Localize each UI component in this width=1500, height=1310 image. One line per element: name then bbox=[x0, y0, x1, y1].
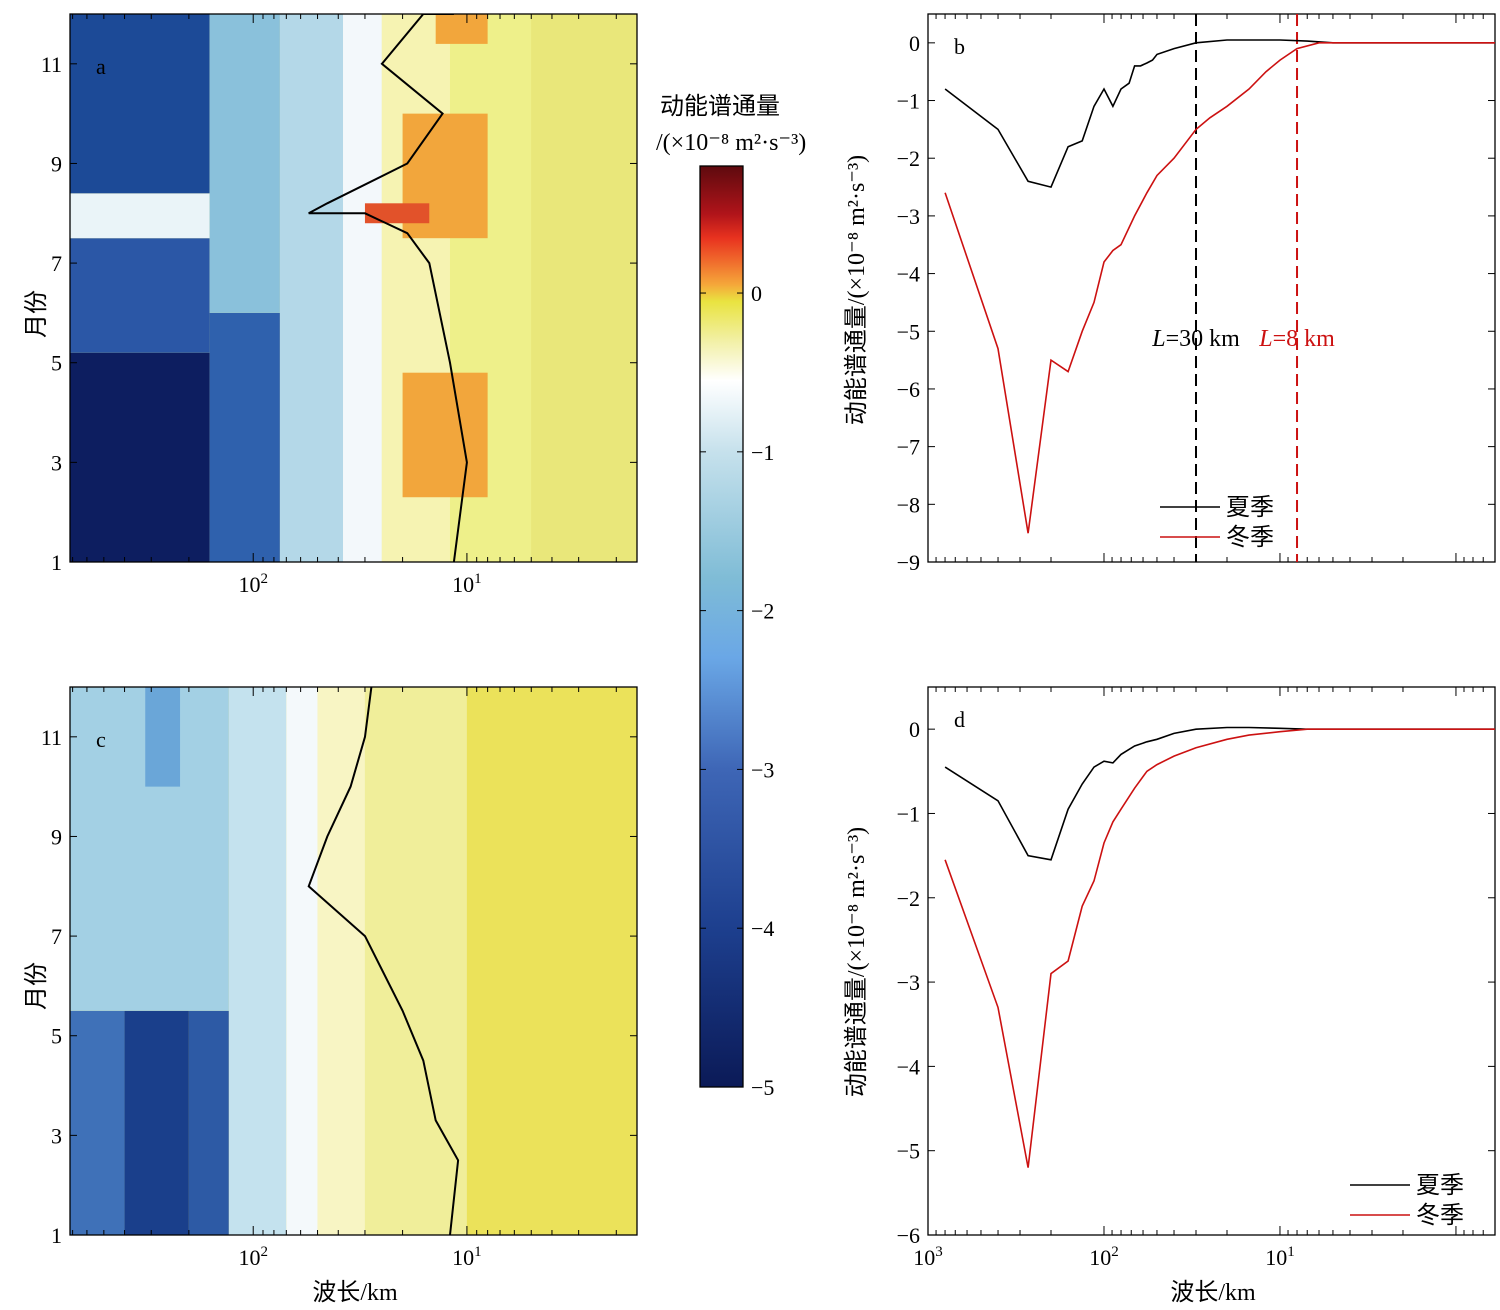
line-d-panel-label: d bbox=[954, 707, 965, 732]
heatmap-a-field bbox=[70, 14, 637, 562]
heatmap-c-frame bbox=[69, 686, 638, 1236]
heatmap-a-flux-cell bbox=[209, 14, 280, 313]
panel-b-ylabel: 动能谱通量/(×10⁻⁸ m²·s⁻³) bbox=[843, 155, 870, 425]
colorbar: 0 −1 −2 −3 −4 −5 bbox=[699, 165, 774, 1100]
line-d-y-tick-label: −6 bbox=[897, 1223, 920, 1248]
line-b-y-tick-label: 0 bbox=[909, 31, 920, 56]
heatmap-a-frame bbox=[69, 13, 638, 563]
heatmap-c-flux-cell bbox=[466, 687, 637, 1235]
heatmap-c-flux-cell bbox=[188, 1010, 229, 1235]
heatmap-c-y-tick-label: 11 bbox=[41, 725, 62, 750]
line-b-frame bbox=[927, 13, 1496, 563]
line-b-y-tick-label: −8 bbox=[897, 492, 920, 517]
colorbar-bar bbox=[699, 165, 744, 1088]
panel-d-ylabel: 动能谱通量/(×10⁻⁸ m²·s⁻³) bbox=[843, 827, 870, 1097]
heatmap-a-x-tick-label: 101 bbox=[452, 571, 482, 597]
line-b-reference-line-label: L=30 km bbox=[1151, 326, 1240, 352]
line-b-y-tick-label: −7 bbox=[897, 435, 920, 460]
line-d-x-tick-label: 102 bbox=[1089, 1244, 1119, 1270]
heatmap-c-flux-cell bbox=[145, 687, 181, 787]
heatmap-c-y-tick-label: 3 bbox=[51, 1123, 62, 1148]
heatmap-c-x-tick-label: 101 bbox=[452, 1244, 482, 1270]
heatmap-a-flux-cell bbox=[279, 14, 344, 562]
line-b-series-line bbox=[944, 39, 1495, 189]
heatmap-a-y-tick-label: 9 bbox=[51, 151, 62, 176]
line-d-legend-label: 冬季 bbox=[1416, 1202, 1464, 1229]
line-d-y-tick-label: −3 bbox=[897, 970, 920, 995]
heatmap-a-flux-cell bbox=[70, 193, 210, 239]
line-b-legend-label: 冬季 bbox=[1226, 524, 1274, 551]
colorbar-tick-label: −1 bbox=[751, 440, 774, 465]
line-b-y-tick-label: −1 bbox=[897, 89, 920, 114]
colorbar-tick-label: −2 bbox=[751, 599, 774, 624]
colorbar-tick-label: −5 bbox=[751, 1075, 774, 1100]
colorbar-tick-label: 0 bbox=[751, 281, 762, 306]
line-b-legend-label: 夏季 bbox=[1226, 494, 1274, 521]
heatmap-a-flux-cell bbox=[531, 14, 637, 562]
heatmap-c-flux-cell bbox=[70, 1010, 125, 1235]
heatmap-a-zero-contour bbox=[308, 14, 468, 562]
colorbar-tick-label: −3 bbox=[751, 757, 774, 782]
heatmap-a-y-tick-label: 3 bbox=[51, 450, 62, 475]
heatmap-c-flux-cell bbox=[286, 687, 318, 1235]
panel-c-ylabel: 月份 bbox=[23, 962, 50, 1010]
heatmap-c-flux-cell bbox=[124, 1010, 189, 1235]
line-b-panel-label: b bbox=[954, 34, 965, 59]
line-d-frame bbox=[927, 686, 1496, 1236]
panel-d-xlabel: 波长/km bbox=[1170, 1279, 1256, 1306]
line-d-y-tick-label: −2 bbox=[897, 886, 920, 911]
panel-a-ylabel: 月份 bbox=[23, 290, 50, 338]
heatmap-a-x-tick-label: 102 bbox=[238, 571, 268, 597]
heatmap-c-zero-contour bbox=[307, 687, 460, 1235]
line-b-y-tick-label: −2 bbox=[897, 146, 920, 171]
heatmap-a-flux-cell bbox=[435, 14, 488, 44]
line-b-y-tick-label: −4 bbox=[897, 262, 920, 287]
heatmap-c-y-tick-label: 9 bbox=[51, 824, 62, 849]
heatmap-c-y-tick-label: 7 bbox=[51, 924, 62, 949]
line-d-y-tick-label: −1 bbox=[897, 801, 920, 826]
heatmap-a-y-tick-label: 7 bbox=[51, 251, 62, 276]
line-d-y-tick-label: 0 bbox=[909, 717, 920, 742]
heatmap-c-y-tick-label: 1 bbox=[51, 1223, 62, 1248]
colorbar-tick-label: −4 bbox=[751, 916, 774, 941]
line-b-reference-line-label: L=8 km bbox=[1258, 326, 1335, 352]
line-d-x-tick-label: 103 bbox=[913, 1244, 943, 1270]
heatmap-a-flux-cell bbox=[209, 312, 280, 562]
heatmap-c-y-tick-label: 5 bbox=[51, 1024, 62, 1049]
heatmap-a-flux-cell bbox=[343, 14, 382, 562]
line-d-y-tick-label: −4 bbox=[897, 1054, 920, 1079]
line-d-y-tick-label: −5 bbox=[897, 1139, 920, 1164]
line-b-y-tick-label: −6 bbox=[897, 377, 920, 402]
heatmap-c-flux-cell bbox=[364, 687, 467, 1235]
heatmap-c-flux-cell bbox=[317, 687, 365, 1235]
colorbar-title-line1: 动能谱通量 bbox=[660, 93, 780, 120]
heatmap-a-flux-cell bbox=[70, 238, 210, 353]
heatmap-a-y-tick-label: 11 bbox=[41, 52, 62, 77]
line-b-y-tick-label: −9 bbox=[897, 550, 920, 575]
line-b-y-tick-label: −3 bbox=[897, 204, 920, 229]
line-b-series-line bbox=[944, 41, 1495, 534]
colorbar-title-line2: /(×10⁻⁸ m²·s⁻³) bbox=[656, 130, 806, 156]
heatmap-c-x-tick-label: 102 bbox=[238, 1244, 268, 1270]
heatmap-c-flux-cell bbox=[228, 687, 287, 1235]
heatmap-a-flux-cell bbox=[70, 352, 210, 562]
line-d-x-tick-label: 101 bbox=[1265, 1244, 1295, 1270]
heatmap-c-field bbox=[70, 687, 637, 1235]
line-b-y-tick-label: −5 bbox=[897, 319, 920, 344]
heatmap-c-panel: 1 3 5 7 9 11 102 101 c bbox=[41, 686, 638, 1270]
heatmap-a-flux-cell bbox=[70, 14, 210, 194]
panel-c-xlabel: 波长/km bbox=[312, 1279, 398, 1306]
heatmap-a-flux-cell bbox=[364, 203, 430, 224]
heatmap-a-flux-cell bbox=[402, 372, 488, 498]
heatmap-c-panel-label: c bbox=[96, 727, 106, 752]
heatmap-a-y-tick-label: 1 bbox=[51, 550, 62, 575]
heatmap-a-panel: 1 3 5 7 9 11 102 101 a bbox=[41, 13, 638, 597]
line-d-series-line bbox=[944, 728, 1495, 1168]
heatmap-a-y-tick-label: 5 bbox=[51, 351, 62, 376]
heatmap-a-panel-label: a bbox=[96, 54, 106, 79]
line-d-legend-label: 夏季 bbox=[1416, 1172, 1464, 1199]
